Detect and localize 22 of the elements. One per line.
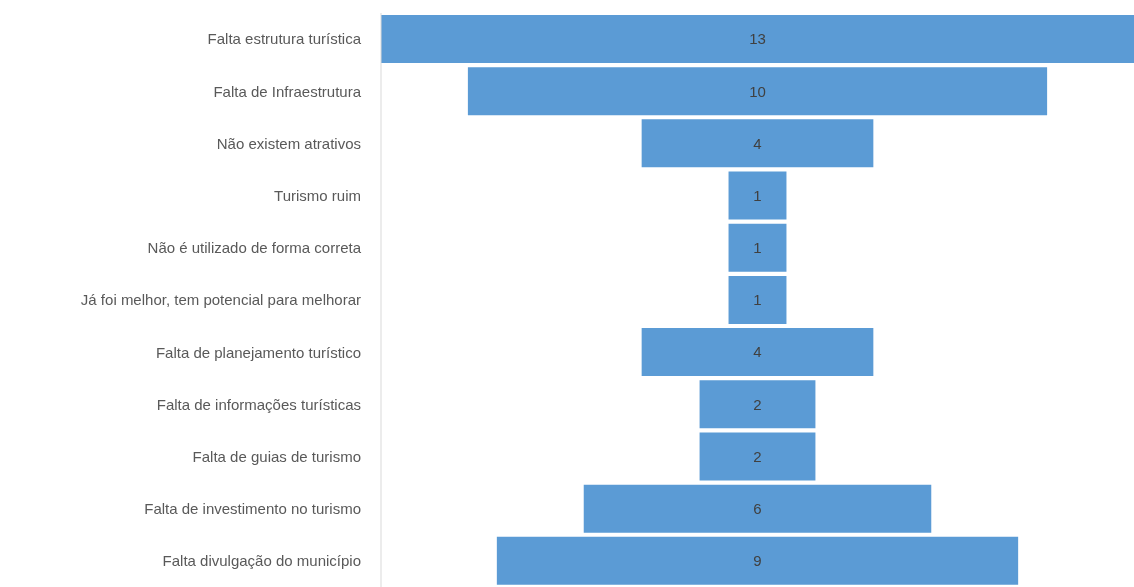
data-label: 1: [753, 291, 762, 309]
category-label: Não existem atrativos: [216, 134, 361, 152]
data-label: 1: [753, 239, 762, 257]
category-label: Falta de Infraestrutura: [213, 82, 362, 100]
data-label: 4: [753, 134, 762, 152]
data-label: 2: [753, 447, 762, 465]
category-label: Falta divulgação do município: [162, 552, 361, 570]
category-label: Falta de investimento no turismo: [144, 500, 361, 518]
data-label: 13: [749, 30, 766, 48]
category-label: Falta estrutura turística: [207, 30, 362, 48]
category-label: Não é utilizado de forma correta: [147, 239, 362, 257]
category-label: Turismo ruim: [274, 186, 361, 204]
data-label: 4: [753, 343, 762, 361]
data-label: 1: [753, 186, 762, 204]
category-label: Falta de planejamento turístico: [155, 343, 361, 361]
data-label: 6: [753, 499, 762, 517]
data-label: 10: [749, 82, 766, 100]
category-label: Falta de informações turísticas: [156, 395, 361, 413]
category-label: Já foi melhor, tem potencial para melhorar: [80, 291, 361, 309]
data-label: 9: [753, 552, 762, 570]
category-label: Falta de guias de turismo: [192, 447, 361, 465]
data-label: 2: [753, 395, 762, 413]
